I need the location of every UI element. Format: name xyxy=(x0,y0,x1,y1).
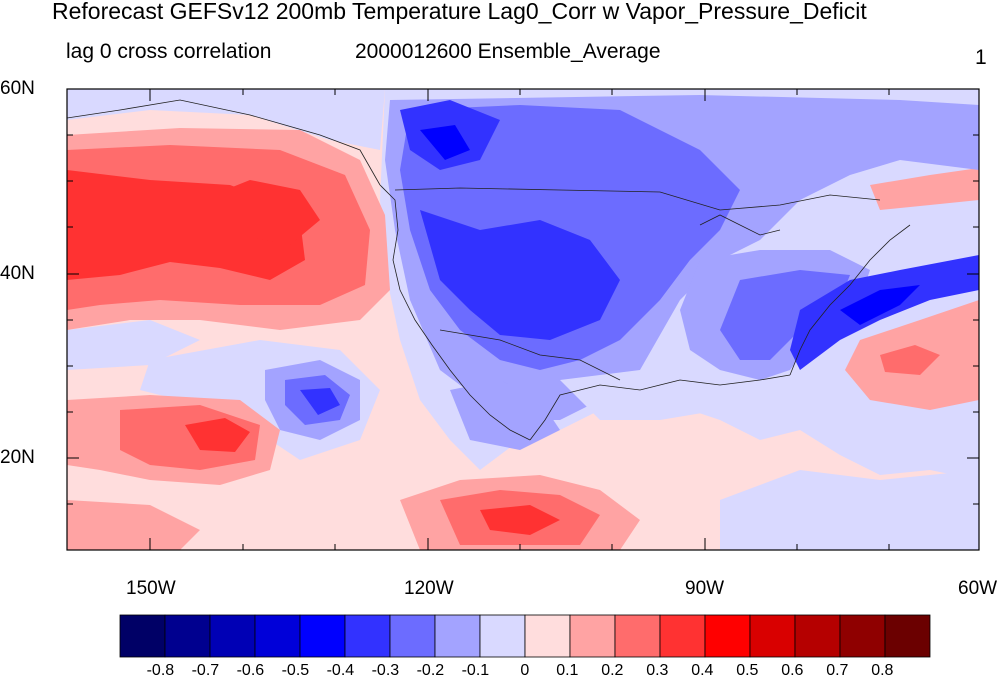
lon-label-60w: 60W xyxy=(958,578,998,599)
colorbar-label: -0.8 xyxy=(146,662,175,679)
colorbar-swatch xyxy=(569,614,616,658)
colorbar-label: 0.4 xyxy=(691,662,714,679)
colorbar-swatch xyxy=(254,614,301,658)
colorbar xyxy=(119,614,931,658)
colorbar-label: 0.3 xyxy=(646,662,669,679)
subtitle-left: lag 0 cross correlation xyxy=(66,40,272,63)
colorbar-swatch xyxy=(659,614,706,658)
colorbar-label: -0.1 xyxy=(461,662,490,679)
field-red-ne xyxy=(870,168,979,210)
field-lightred-bottom-left xyxy=(67,500,200,550)
field-neutral-blue-se xyxy=(720,470,979,550)
coast-east xyxy=(789,224,911,376)
colorbar-label: -0.5 xyxy=(281,662,310,679)
colorbar-label: 0.5 xyxy=(736,662,759,679)
field-blue-land xyxy=(420,210,620,340)
colorbar-swatch xyxy=(614,614,661,658)
colorbar-label: -0.4 xyxy=(326,662,355,679)
field-red-pacific-west xyxy=(200,180,320,245)
coast-west xyxy=(379,184,531,441)
colorbar-label: 0.2 xyxy=(601,662,624,679)
colorbar-swatch xyxy=(209,614,256,658)
field-midred-atlantic xyxy=(880,345,940,375)
axis-ticks xyxy=(67,88,980,550)
coastlines xyxy=(67,99,911,441)
field-neutral-blue-west xyxy=(67,89,385,150)
field-blue-baja xyxy=(300,388,340,415)
field-neutral-blue-gulf xyxy=(560,370,720,420)
field-midblue-east xyxy=(720,270,850,360)
contour-field xyxy=(67,89,979,550)
colorbar-label: 0.1 xyxy=(556,662,579,679)
great-lakes xyxy=(699,214,781,236)
colorbar-label: -0.7 xyxy=(191,662,220,679)
colorbar-label: 0.7 xyxy=(826,662,849,679)
colorbar-label: 0 xyxy=(520,662,530,679)
colorbar-swatch xyxy=(434,614,481,658)
subtitle-right: 1 xyxy=(975,46,987,69)
colorbar-label: -0.2 xyxy=(416,662,445,679)
colorbar-label: 0.6 xyxy=(781,662,804,679)
field-red-south xyxy=(480,505,560,535)
colorbar-swatch xyxy=(704,614,751,658)
colorbar-label: 0.8 xyxy=(871,662,894,679)
lat-label-20n: 20N xyxy=(0,447,35,468)
lat-label-40n: 40N xyxy=(0,263,35,284)
coast-alaska xyxy=(67,99,381,186)
lon-label-90w: 90W xyxy=(685,578,725,599)
lon-label-150w: 150W xyxy=(126,578,176,599)
field-deepblue-north xyxy=(420,125,470,160)
colorbar-swatch xyxy=(389,614,436,658)
colorbar-swatch xyxy=(479,614,526,658)
colorbar-swatch xyxy=(119,614,166,658)
colorbar-swatch xyxy=(524,614,571,658)
field-neutral-blue-west-low xyxy=(67,320,200,370)
colorbar-label: -0.6 xyxy=(236,662,265,679)
field-lightblue-mexico xyxy=(450,380,560,450)
colorbar-swatch xyxy=(164,614,211,658)
colorbar-swatch xyxy=(299,614,346,658)
lat-label-60n: 60N xyxy=(0,78,35,99)
coast-gulf xyxy=(529,374,791,441)
field-red-sw xyxy=(185,418,250,452)
colorbar-swatch xyxy=(794,614,841,658)
colorbar-label: -0.3 xyxy=(371,662,400,679)
field-deepblue-atlantic xyxy=(840,285,920,325)
plot-title: Reforecast GEFSv12 200mb Temperature Lag… xyxy=(52,0,867,24)
us-mexico-border xyxy=(439,329,621,381)
colorbar-swatch xyxy=(344,614,391,658)
colorbar-swatch xyxy=(839,614,886,658)
subtitle-center: 2000012600 Ensemble_Average xyxy=(355,40,661,63)
colorbar-swatch xyxy=(884,614,931,658)
us-canada-border xyxy=(394,187,881,211)
lon-label-120w: 120W xyxy=(404,578,454,599)
colorbar-swatch xyxy=(749,614,796,658)
